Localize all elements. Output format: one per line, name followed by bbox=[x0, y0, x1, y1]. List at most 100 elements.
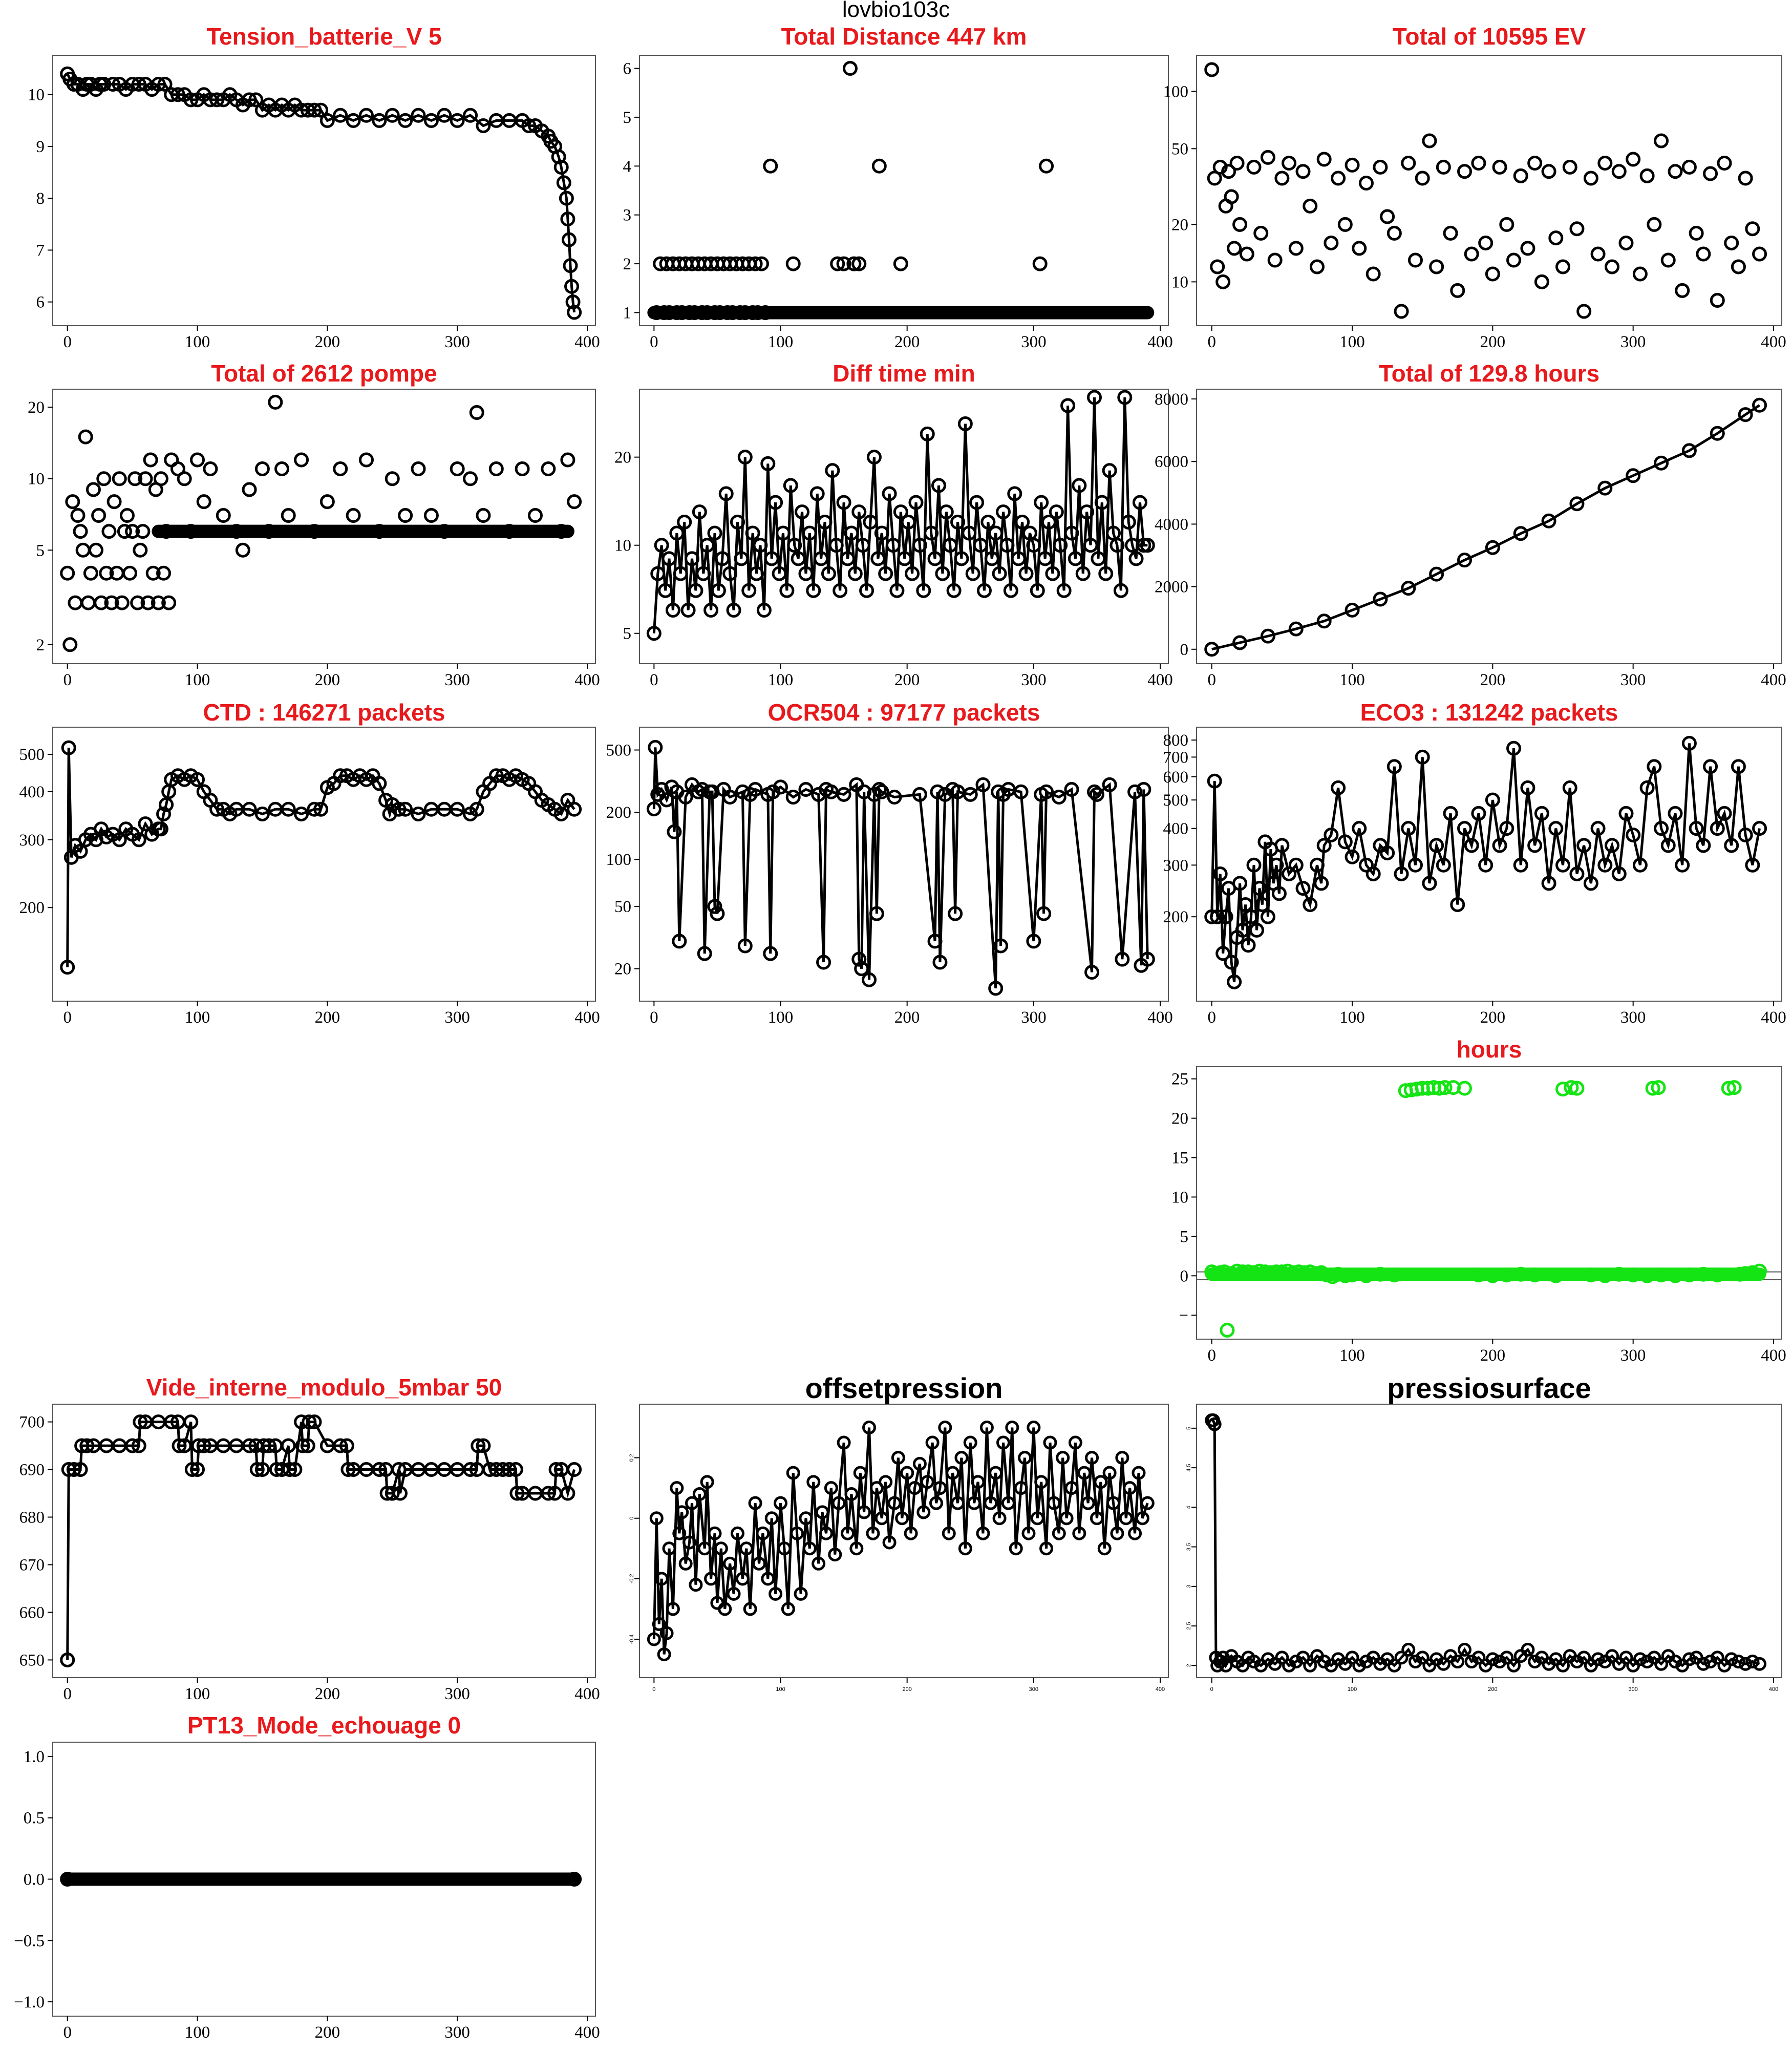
data-point bbox=[735, 1572, 750, 1586]
data-point bbox=[1668, 164, 1683, 179]
data-point bbox=[1422, 876, 1437, 891]
data-point bbox=[73, 1462, 88, 1477]
data-point bbox=[1127, 784, 1143, 799]
data-point bbox=[1527, 838, 1543, 853]
x-tick-label: 0 bbox=[63, 1008, 72, 1027]
data-point bbox=[1639, 1268, 1655, 1283]
data-point bbox=[567, 494, 582, 510]
data-point bbox=[1626, 827, 1641, 842]
data-point bbox=[333, 461, 348, 477]
data-point bbox=[1457, 164, 1472, 179]
data-point bbox=[1317, 1655, 1331, 1669]
data-point bbox=[748, 256, 763, 271]
data-point bbox=[1018, 566, 1034, 581]
x-tick-label: 400 bbox=[1761, 1008, 1786, 1027]
data-point bbox=[372, 776, 387, 791]
x-tick-label: 100 bbox=[776, 1686, 785, 1693]
data-point bbox=[1229, 156, 1245, 171]
data-point bbox=[1471, 156, 1486, 171]
panel-hours: hours 0 100 200 300 400 − 0 5 10 15 20 25 bbox=[1170, 1034, 1792, 1375]
data-point bbox=[1282, 1658, 1296, 1673]
data-point bbox=[1429, 259, 1444, 274]
data-point bbox=[1401, 156, 1416, 171]
y-tick-label: 600 bbox=[1163, 768, 1189, 787]
panel-title: Total of 10595 EV bbox=[1392, 23, 1586, 50]
data-point bbox=[1021, 1526, 1036, 1540]
data-point bbox=[567, 1872, 582, 1887]
panel-total-distance: Total Distance 447 km 0 100 200 300 400 1 2 3 4 5 6 bbox=[597, 22, 1189, 362]
data-point bbox=[423, 113, 439, 128]
data-point bbox=[307, 1414, 322, 1430]
data-point bbox=[730, 514, 745, 530]
data-point bbox=[707, 899, 722, 914]
data-point bbox=[1724, 1652, 1739, 1666]
x-tick-label: 300 bbox=[444, 1685, 470, 1703]
data-point bbox=[1682, 1652, 1696, 1666]
data-point bbox=[699, 538, 715, 553]
data-point bbox=[122, 565, 138, 581]
data-point bbox=[560, 211, 575, 227]
data-point bbox=[828, 538, 844, 553]
data-point bbox=[1605, 838, 1620, 853]
data-point bbox=[662, 1541, 676, 1556]
data-point bbox=[450, 461, 465, 477]
x-tick-label: 300 bbox=[1021, 1008, 1047, 1027]
data-point bbox=[1047, 1496, 1061, 1510]
data-point bbox=[677, 514, 692, 530]
data-point bbox=[659, 792, 674, 808]
data-point bbox=[1521, 1642, 1535, 1657]
data-point bbox=[112, 832, 127, 848]
data-point bbox=[726, 602, 741, 618]
data-point bbox=[707, 525, 722, 541]
data-point bbox=[973, 538, 988, 553]
data-point bbox=[170, 461, 185, 477]
data-point bbox=[1745, 1655, 1760, 1669]
data-point bbox=[756, 1526, 770, 1540]
data-point bbox=[1457, 821, 1472, 836]
data-point bbox=[669, 525, 685, 541]
data-point bbox=[935, 566, 950, 581]
data-point bbox=[931, 478, 946, 493]
data-point bbox=[1269, 857, 1284, 873]
data-point bbox=[1210, 909, 1225, 924]
data-point bbox=[1654, 1657, 1669, 1671]
data-point bbox=[654, 1572, 669, 1586]
x-tick-label: 100 bbox=[1348, 1686, 1357, 1693]
plot-frame bbox=[52, 727, 596, 1002]
data-point bbox=[1710, 1651, 1724, 1665]
y-tick-label: 100 bbox=[1163, 82, 1189, 101]
data-point bbox=[814, 551, 829, 566]
x-tick-label: 300 bbox=[1620, 1008, 1646, 1027]
data-point bbox=[799, 1511, 813, 1526]
data-point bbox=[933, 1481, 947, 1495]
data-point bbox=[559, 191, 574, 206]
data-point bbox=[254, 461, 270, 477]
panel-total-hours: Total of 129.8 hours 0 100 200 300 400 0 2000 40… bbox=[1155, 358, 1792, 700]
data-point bbox=[1668, 1268, 1683, 1283]
data-point bbox=[772, 566, 787, 581]
data-point bbox=[89, 542, 104, 558]
x-tick-label: 100 bbox=[768, 333, 794, 351]
data-point bbox=[874, 1511, 889, 1526]
data-point bbox=[703, 602, 719, 618]
data-point bbox=[1443, 806, 1458, 821]
data-point bbox=[556, 175, 571, 191]
data-point bbox=[133, 1414, 148, 1430]
data-point bbox=[79, 1438, 95, 1453]
data-point bbox=[777, 1541, 792, 1556]
data-point bbox=[1528, 1655, 1542, 1669]
x-tick-label: 300 bbox=[1620, 671, 1646, 689]
data-point bbox=[775, 525, 791, 541]
series-line bbox=[66, 1421, 576, 1660]
data-point bbox=[398, 113, 413, 128]
data-point bbox=[1249, 922, 1264, 938]
x-tick-label: 0 bbox=[1207, 1008, 1216, 1027]
data-point bbox=[737, 938, 753, 954]
x-tick-label: 0 bbox=[63, 333, 72, 351]
chart-svg: 0 100 200 300 400 650 660 670 680 690 700 bbox=[19, 1404, 600, 1703]
data-point bbox=[1696, 1657, 1711, 1671]
data-point bbox=[1110, 1526, 1124, 1540]
data-point bbox=[1721, 1081, 1736, 1096]
y-tick-label: 0.0 bbox=[24, 1871, 45, 1889]
data-point bbox=[718, 1602, 732, 1616]
